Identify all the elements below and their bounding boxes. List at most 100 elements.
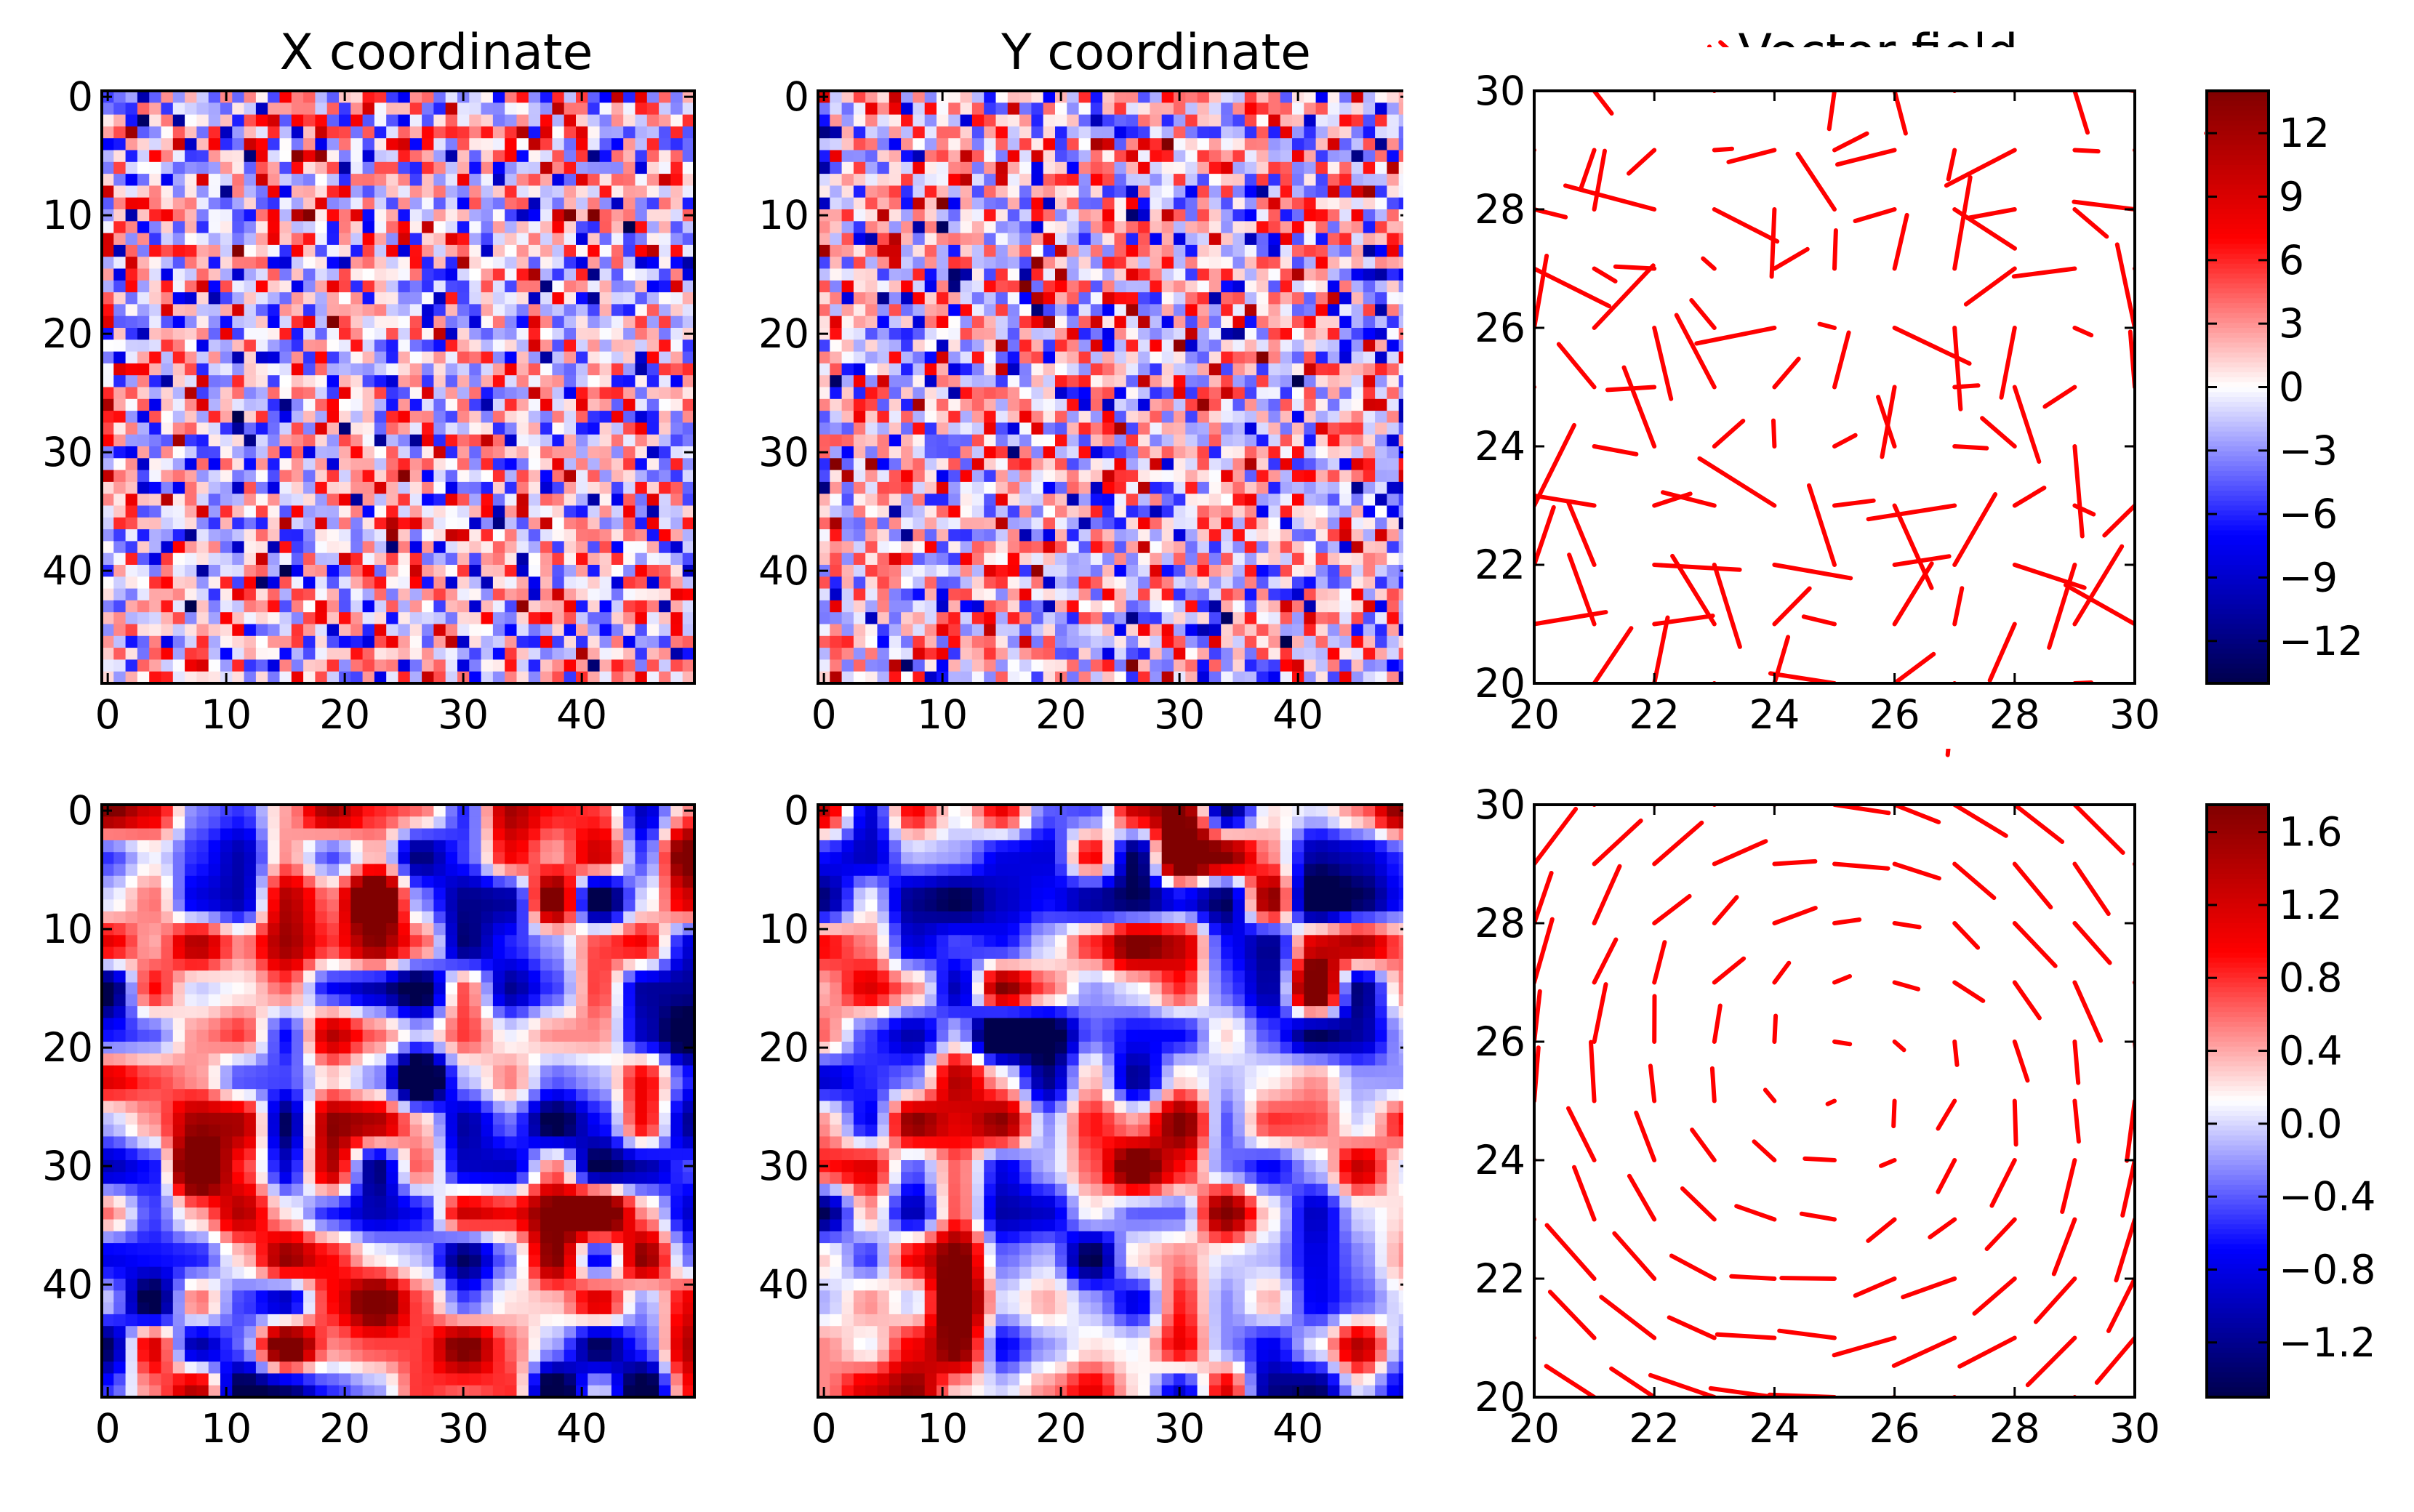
heatmap-cell (960, 529, 973, 542)
heatmap-cell (971, 328, 985, 340)
heatmap-cell (1114, 315, 1127, 329)
heatmap-cell (818, 150, 830, 163)
heatmap-cell (913, 434, 926, 447)
heatmap-cell (818, 114, 830, 127)
heatmap-cell (646, 280, 659, 293)
heatmap-cell (995, 612, 1008, 625)
heatmap-cell (1007, 126, 1020, 139)
heatmap-cell (576, 576, 588, 590)
heatmap-cell (960, 612, 973, 625)
heatmap-cell (853, 541, 866, 554)
heatmap-cell (1007, 529, 1020, 542)
heatmap-cell (913, 624, 926, 637)
heatmap-cell (220, 339, 233, 353)
heatmap-cell (1078, 233, 1091, 246)
heatmap-cell (1197, 541, 1210, 554)
heatmap-cell (1019, 612, 1032, 625)
heatmap-cell (948, 517, 961, 530)
heatmap-cell (1043, 174, 1056, 186)
heatmap-cell (1208, 268, 1222, 281)
heatmap-cell (1292, 126, 1304, 139)
heatmap-cell (279, 292, 292, 305)
heatmap-cell (901, 185, 913, 198)
heatmap-cell (937, 150, 949, 163)
heatmap-cell (409, 446, 422, 459)
heatmap-cell (924, 102, 937, 116)
heatmap-cell (611, 434, 624, 447)
heatmap-cell (588, 363, 601, 376)
heatmap-cell (469, 126, 482, 139)
heatmap-cell (1090, 635, 1103, 648)
heatmap-cell (398, 541, 411, 554)
heatmap-cell (161, 304, 174, 317)
heatmap-cell (1138, 387, 1150, 400)
heatmap-cell (588, 233, 601, 246)
heatmap-cell (1221, 375, 1234, 388)
heatmap-cell (611, 292, 624, 305)
heatmap-cell (409, 434, 422, 447)
heatmap-cell (125, 363, 138, 376)
heatmap-cell (445, 481, 458, 494)
heatmap-cell (623, 102, 636, 116)
heatmap-cell (362, 422, 375, 435)
heatmap-cell (291, 114, 304, 127)
heatmap-cell (1292, 304, 1304, 317)
heatmap-cell (960, 458, 973, 471)
heatmap-cell (877, 398, 890, 411)
heatmap-cell (1268, 541, 1281, 554)
heatmap-cell (1197, 138, 1210, 151)
heatmap-cell (291, 659, 304, 672)
heatmap-cell (1067, 150, 1080, 163)
heatmap-cell (232, 138, 245, 151)
heatmap-cell (1090, 552, 1103, 566)
heatmap-cell (924, 304, 937, 317)
heatmap-cell (995, 221, 1008, 234)
heatmap-cell (646, 398, 659, 411)
heatmap-cell (528, 126, 541, 139)
heatmap-cell (1150, 600, 1163, 613)
heatmap-cell (492, 375, 505, 388)
heatmap-cell (818, 315, 830, 329)
heatmap-cell (552, 398, 565, 411)
heatmap-cell (588, 150, 601, 163)
heatmap-cell (682, 363, 695, 376)
heatmap-cell (1019, 470, 1032, 483)
heatmap-cell (1150, 635, 1163, 648)
heatmap-cell (1315, 328, 1328, 340)
heatmap-cell (576, 363, 588, 376)
heatmap-cell (1197, 588, 1210, 601)
heatmap-cell (670, 552, 683, 566)
heatmap-cell (540, 138, 553, 151)
heatmap-cell (901, 114, 913, 127)
heatmap-cell (433, 257, 446, 270)
heatmap-cell (481, 671, 494, 684)
heatmap-cell (971, 541, 985, 554)
heatmap-cell (303, 315, 316, 329)
heatmap-cell (552, 268, 565, 281)
heatmap-cell (1363, 244, 1376, 257)
heatmap-cell (1031, 268, 1044, 281)
heatmap-cell (172, 481, 185, 494)
heatmap-cell (611, 161, 624, 174)
heatmap-cell (1114, 221, 1127, 234)
heatmap-cell (1315, 244, 1328, 257)
heatmap-cell (853, 517, 866, 530)
heatmap-cell (1150, 481, 1163, 494)
heatmap-cell (433, 517, 446, 530)
heatmap-cell (1150, 126, 1163, 139)
heatmap-cell (995, 481, 1008, 494)
heatmap-cell (232, 315, 245, 329)
heatmap-cell (1315, 481, 1328, 494)
heatmap-cell (1256, 244, 1269, 257)
heatmap-cell (1019, 387, 1032, 400)
heatmap-cell (1126, 268, 1139, 281)
heatmap-cell (113, 600, 127, 613)
heatmap-cell (913, 304, 926, 317)
heatmap-cell (1315, 624, 1328, 637)
heatmap-cell (1043, 138, 1056, 151)
heatmap-cell (576, 648, 588, 660)
heatmap-cell (984, 161, 997, 174)
heatmap-cell (350, 292, 364, 305)
heatmap-cell (588, 339, 601, 353)
heatmap-cell (315, 304, 328, 317)
